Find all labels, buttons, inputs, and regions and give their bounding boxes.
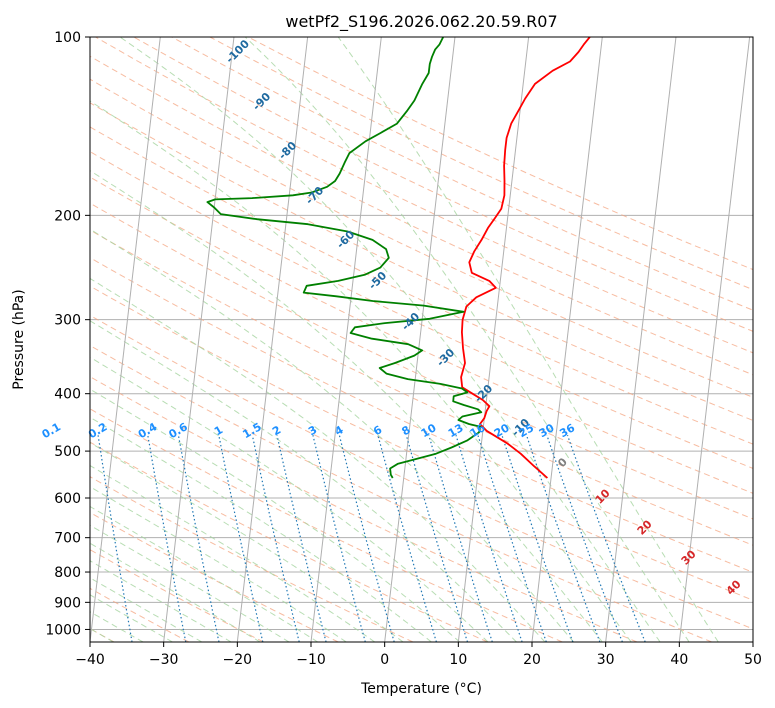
isotherm--40 [90,37,161,642]
y-tick-label: 100 [54,30,81,46]
isotherm-lines [90,37,753,642]
dry-adiabat [171,37,753,311]
isotherm-0 [384,37,456,642]
mixing-ratio-line [251,435,300,642]
mixing-ratio-line [525,435,601,642]
isotherm--30 [163,37,235,642]
y-tick-label: 900 [54,595,81,611]
moist-adiabat [90,594,173,642]
mixing-ratio-line [501,435,574,642]
moist-adiabat [90,277,546,642]
y-axis-label: Pressure (hPa) [11,289,27,389]
dry-adiabat [90,314,753,630]
x-tick-label: −40 [75,652,105,668]
x-tick-label: 0 [380,652,389,668]
isotherm--20 [236,37,309,642]
moist-adiabat [337,37,719,642]
x-tick-label: 40 [670,652,688,668]
y-tick-label: 200 [54,208,81,224]
dry-adiabat [90,176,753,494]
x-tick-label: 10 [449,652,467,668]
isotherm-30 [605,37,677,642]
x-tick-label: −20 [223,652,253,668]
moist-adiabat [90,356,489,642]
dry-adiabat [90,55,753,376]
x-tick-label: 50 [744,652,762,668]
y-tick-label: 400 [54,387,81,403]
y-tick-label: 1000 [45,622,81,638]
moist-adiabat [90,524,290,642]
dry-adiabat [90,376,638,642]
dry-adiabat [90,78,753,398]
x-axis-ticks: −40 −30 −20 −10 0 10 20 30 40 50 [75,642,762,668]
y-tick-label: 600 [54,491,81,507]
x-tick-label: −30 [149,652,179,668]
dry-adiabat [90,441,488,642]
mixing-ratio-lines [97,435,646,642]
moist-adiabat [90,505,319,642]
mixing-ratio-line [338,435,395,642]
dewpoint-profile [206,37,483,479]
moist-adiabat [90,170,603,642]
mixing-ratio-line [177,435,220,642]
moist-adiabat-lines [90,37,719,642]
moist-adiabat [90,416,432,642]
y-axis-ticks: 100 200 300 400 500 600 700 800 900 1000 [45,30,90,638]
mixing-ratio-line [546,435,623,642]
y-tick-label: 700 [54,531,81,547]
y-tick-label: 500 [54,444,81,460]
moist-adiabat [90,560,232,642]
temperature-profile [460,37,591,479]
mixing-ratio-line [97,435,133,642]
moist-adiabat [119,37,661,642]
x-tick-label: 20 [523,652,541,668]
mixing-ratio-line [147,435,187,642]
mixing-ratio-line [377,435,437,642]
isotherm-10 [457,37,530,642]
isotherm--10 [310,37,382,642]
x-tick-label: −10 [296,652,326,668]
dry-adiabat [90,549,264,642]
chart-title: wetPf2_S196.2026.062.20.59.R07 [285,12,557,32]
isotherm-20 [531,37,603,642]
profile-lines [206,37,591,479]
moist-adiabat [90,100,632,642]
x-tick-label: 30 [597,652,615,668]
dry-adiabat [133,37,753,332]
moist-adiabat [90,542,261,642]
dry-adiabat [90,229,753,546]
moist-adiabat [90,577,203,642]
mixing-ratio-line [218,435,264,642]
dry-adiabat [90,344,712,642]
y-tick-label: 300 [54,313,81,329]
dry-adiabat [90,511,339,642]
dry-adiabat [90,408,563,642]
plot-area [90,37,753,642]
isotherm-40 [678,37,751,642]
moist-adiabat [90,388,461,642]
moist-adiabat [90,228,574,642]
mixing-ratio-line [566,435,646,642]
y-tick-label: 800 [54,565,81,581]
plot-frame [89,36,754,643]
moist-adiabat [90,464,376,642]
moist-adiabat [90,442,404,642]
moist-adiabat [90,320,517,642]
x-axis-label: Temperature (°C) [360,681,482,697]
moist-adiabat [244,37,690,642]
